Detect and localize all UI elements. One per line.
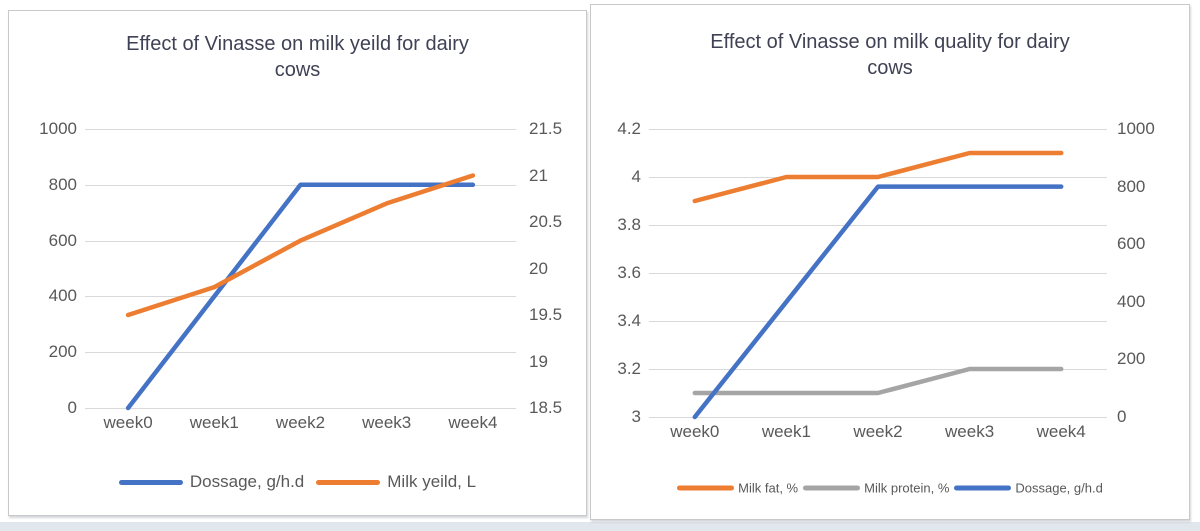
y-axis-left-tick-label: 200: [48, 342, 77, 362]
y-axis-left-tick-label: 3.2: [617, 359, 641, 378]
x-axis-tick-label: week1: [189, 413, 239, 432]
x-axis-tick-label: week2: [853, 422, 903, 441]
legend-swatch: [954, 485, 1012, 491]
legend-item-milk-yeild-l: Milk yeild, L: [316, 472, 476, 492]
gridline: [649, 129, 1107, 130]
y-axis-right-tick-label: 20.5: [529, 212, 563, 231]
chart-title: Effect of Vinasse on milk yeild for dair…: [126, 33, 469, 81]
chart-title: Effect of Vinasse on milk quality for da…: [710, 31, 1070, 79]
y-axis-right-tick-label: 21.5: [529, 119, 563, 138]
y-axis-left-tick-label: 400: [48, 286, 77, 306]
y-axis-right-tick-label: 20: [529, 258, 548, 278]
legend-item-milk-protein: Milk protein, %: [803, 481, 949, 496]
gridline: [649, 225, 1107, 226]
gridline: [85, 352, 516, 354]
series-line-dossage-g-h-d: [692, 184, 1064, 420]
gridline: [649, 321, 1107, 322]
x-axis-tick-label: week0: [670, 422, 720, 441]
y-axis-right-tick-label: 19: [529, 351, 548, 371]
series-line-dossage-g-h-d: [125, 182, 476, 411]
legend-item-dossage-g-h-d: Dossage, g/h.d: [954, 480, 1103, 496]
x-axis-tick-label: week2: [275, 413, 326, 432]
gridline: [649, 273, 1107, 274]
gridline: [649, 369, 1107, 370]
x-axis-tick-label: week4: [1036, 422, 1086, 441]
y-axis-left-tick-label: 3.4: [617, 311, 641, 330]
plot-area: 0 200 400 600 800 1000 18.5 19 19.5 20 20.5 21 21.5 w…: [9, 11, 586, 515]
x-axis-tick-label: week0: [103, 413, 153, 432]
legend-swatch: [118, 479, 183, 485]
series-line-milk-yeild-l: [125, 173, 476, 318]
legend-label: Milk protein, %: [864, 480, 950, 496]
y-axis-right-tick-label: 0: [1117, 407, 1127, 426]
gridline: [85, 296, 516, 298]
gridline: [649, 417, 1107, 418]
y-axis-left-tick-label: 0: [67, 398, 77, 417]
legend-item-dossage-g-h-d: Dossage, g/h.d: [118, 472, 305, 492]
y-axis-left-tick-label: 600: [48, 230, 77, 250]
page-bottom-strip: [0, 522, 1200, 531]
legend-item-milk-fat: Milk fat, %: [677, 481, 798, 496]
y-axis-left-tick-label: 1000: [39, 119, 77, 138]
series-line-milk-fat: [692, 150, 1064, 204]
y-axis-right-tick-label: 800: [1117, 176, 1146, 196]
series-line-milk-protein: [692, 366, 1064, 396]
y-axis-right-tick-label: 21: [529, 165, 548, 185]
series-plot: [692, 150, 1064, 420]
x-axis-tick-label: week1: [761, 422, 811, 441]
x-axis-tick-label: week3: [362, 413, 412, 432]
x-axis-tick-label: week4: [448, 413, 498, 432]
x-axis-tick-label: week3: [945, 422, 995, 441]
y-axis-right-tick-label: 19.5: [529, 305, 563, 324]
y-axis-right-tick-label: 1000: [1117, 119, 1155, 138]
y-axis-left-tick-label: 4: [631, 167, 641, 186]
y-axis-left-tick-label: 3: [631, 407, 641, 426]
legend-swatch: [316, 479, 381, 485]
gridline: [85, 129, 516, 130]
gridline: [85, 408, 516, 409]
legend-label: Dossage, g/h.d: [189, 472, 305, 491]
y-axis-right-tick-label: 400: [1117, 291, 1146, 311]
legend-label: Milk fat, %: [738, 480, 799, 496]
chart-panel-milk-quality: Effect of Vinasse on milk quality for da…: [590, 4, 1190, 520]
y-axis-left-tick-label: 4.2: [617, 119, 641, 138]
y-axis-right-tick-label: 18.5: [529, 398, 563, 417]
y-axis-left-tick-label: 3.8: [617, 215, 641, 234]
y-axis-left-tick-label: 800: [48, 174, 77, 194]
legend-label: Dossage, g/h.d: [1015, 480, 1103, 496]
legend-swatch: [677, 485, 735, 491]
legend: Dossage, g/h.d Milk yeild, L: [9, 472, 586, 492]
plot-area: 3 3.2 3.4 3.6 3.8 4 4.2 0 200 400 600 800 1000 week0 w…: [591, 5, 1189, 519]
series-plot: [125, 173, 476, 411]
y-axis-right-tick-label: 600: [1117, 234, 1146, 254]
y-axis-right-tick-label: 200: [1117, 349, 1146, 369]
chart-panel-milk-yield: Effect of Vinasse on milk yeild for dair…: [8, 10, 587, 516]
legend: Milk fat, % Milk protein, % Dossage, g/h.d: [591, 481, 1189, 496]
y-axis-left-tick-label: 3.6: [617, 263, 641, 282]
legend-swatch: [803, 485, 861, 491]
legend-label: Milk yeild, L: [387, 472, 477, 491]
